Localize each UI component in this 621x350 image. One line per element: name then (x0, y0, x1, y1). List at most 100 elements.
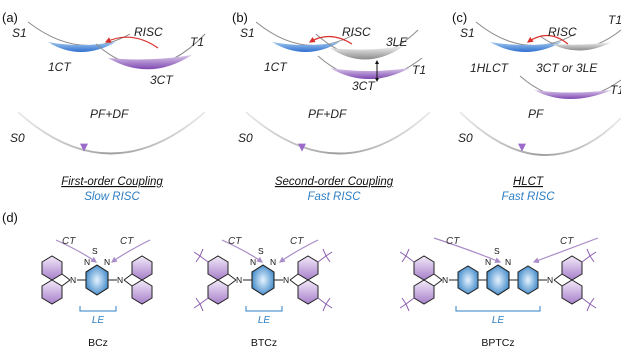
t1-label-upper: T1 (608, 13, 621, 27)
le-bracket (79, 306, 117, 312)
triplet-label: 3CT or 3LE (536, 61, 598, 75)
atom-n: N (485, 257, 491, 267)
core-ring (251, 264, 275, 296)
s1-fill (490, 42, 562, 52)
s0-well (17, 111, 206, 155)
singlet-label: 1CT (48, 60, 72, 74)
le-bracket (245, 306, 283, 312)
le-label: LE (492, 315, 505, 326)
core-ring (85, 264, 109, 296)
phenyl-right (517, 265, 539, 295)
t1-fill (108, 55, 192, 70)
atom-n: N (104, 257, 110, 267)
s1-label: S1 (240, 26, 255, 40)
carbazole-right (553, 248, 597, 312)
carbazole-left (193, 248, 237, 312)
s0-label: S0 (10, 131, 25, 145)
s1-well (475, 21, 576, 46)
atom-n: N (547, 275, 553, 285)
ct-label: CT (228, 236, 242, 247)
t1-fill-upper (552, 42, 612, 51)
ct-label: CT (446, 236, 460, 247)
molecule-bptcz: CT CT N S N N N LE BPTCz (399, 236, 599, 349)
le-label: LE (92, 315, 105, 326)
panel-a: (a) S1 T1 1CT 3CT RISC PF+DF S0 First-or… (2, 10, 206, 203)
ct-arrow-left (221, 239, 263, 263)
le-bracket (455, 306, 541, 312)
t1-label: T1 (190, 35, 204, 49)
atom-n: N (270, 257, 276, 267)
molecule-btcz: CT CT N S N N N LE BTCz (193, 236, 333, 349)
singlet-label: 1CT (264, 60, 288, 74)
pf-label: PF (528, 107, 544, 121)
s1-fill (48, 42, 116, 52)
coupling-title: HLCT (513, 176, 544, 188)
panel-label: (b) (232, 10, 248, 25)
atom-n: N (250, 257, 256, 267)
s1-well (255, 21, 356, 46)
ct-label: CT (62, 236, 76, 247)
atom-n: N (117, 275, 123, 285)
s0-label: S0 (238, 131, 253, 145)
le-label: 3LE (386, 35, 408, 49)
s1-label: S1 (12, 26, 27, 40)
ct-arrow-left (55, 239, 97, 263)
carbazole-left (399, 248, 443, 312)
risc-arrow (104, 36, 159, 49)
risc-speed: Slow RISC (84, 191, 140, 203)
carbazole-right (123, 255, 153, 305)
atom-n: N (283, 275, 289, 285)
phenyl-left (457, 265, 479, 295)
t1-label: T1 (412, 63, 426, 77)
triplet-label: 3CT (150, 73, 174, 87)
risc-label: RISC (548, 25, 577, 39)
t1-label-lower: T1 (610, 83, 621, 97)
ct-label: CT (290, 236, 304, 247)
panel-d-label: (d) (2, 210, 18, 225)
ct-arrow-right (111, 239, 151, 263)
risc-arrow (527, 34, 569, 45)
t1-fill (330, 68, 410, 79)
molecule-bcz: CT CT N S N N N LE BCz (41, 236, 153, 349)
atom-n: N (70, 275, 76, 285)
coupling-title: First-order Coupling (61, 176, 163, 188)
s1-fill (272, 42, 340, 52)
t1-fill-lower (534, 90, 612, 99)
atom-s: S (258, 246, 264, 256)
risc-arrow (308, 35, 353, 45)
triplet-label: 3CT (352, 79, 376, 93)
carbazole-right (289, 248, 333, 312)
s0-label: S0 (458, 131, 473, 145)
pfdf-label: PF+DF (90, 107, 129, 121)
risc-label: RISC (342, 25, 371, 39)
atom-n: N (236, 275, 242, 285)
core-ring (486, 264, 510, 296)
s1-well (27, 21, 131, 46)
atom-s: S (494, 246, 500, 256)
molecule-name: BPTCz (481, 337, 514, 349)
singlet-label: 1HLCT (470, 61, 510, 75)
coupling-title: Second-order Coupling (275, 176, 394, 188)
risc-label: RISC (134, 25, 163, 39)
pfdf-label: PF+DF (308, 107, 347, 121)
atom-n: N (84, 257, 90, 267)
ct-arrow-left (433, 237, 502, 264)
panel-c: (c) S1 T1 T1 1HLCT 3CT or 3LE RISC PF S0… (452, 10, 621, 203)
molecule-name: BTCz (251, 337, 277, 349)
atom-n: N (505, 257, 511, 267)
risc-speed: Fast RISC (307, 191, 361, 203)
s0-well (459, 111, 621, 156)
panel-label: (a) (2, 10, 18, 25)
s1-label: S1 (460, 26, 475, 40)
panel-label: (c) (452, 10, 467, 25)
ct-label: CT (120, 236, 134, 247)
ct-arrow-right (279, 239, 319, 263)
le-label: LE (258, 315, 271, 326)
risc-speed: Fast RISC (501, 191, 555, 203)
s0-well (245, 111, 431, 155)
panel-b: (b) S1 T1 3LE 1CT 3CT RISC PF+DF S0 Seco… (232, 10, 431, 203)
atom-s: S (92, 246, 98, 256)
ct-arrow-right (532, 237, 599, 264)
le-fill (330, 46, 404, 60)
